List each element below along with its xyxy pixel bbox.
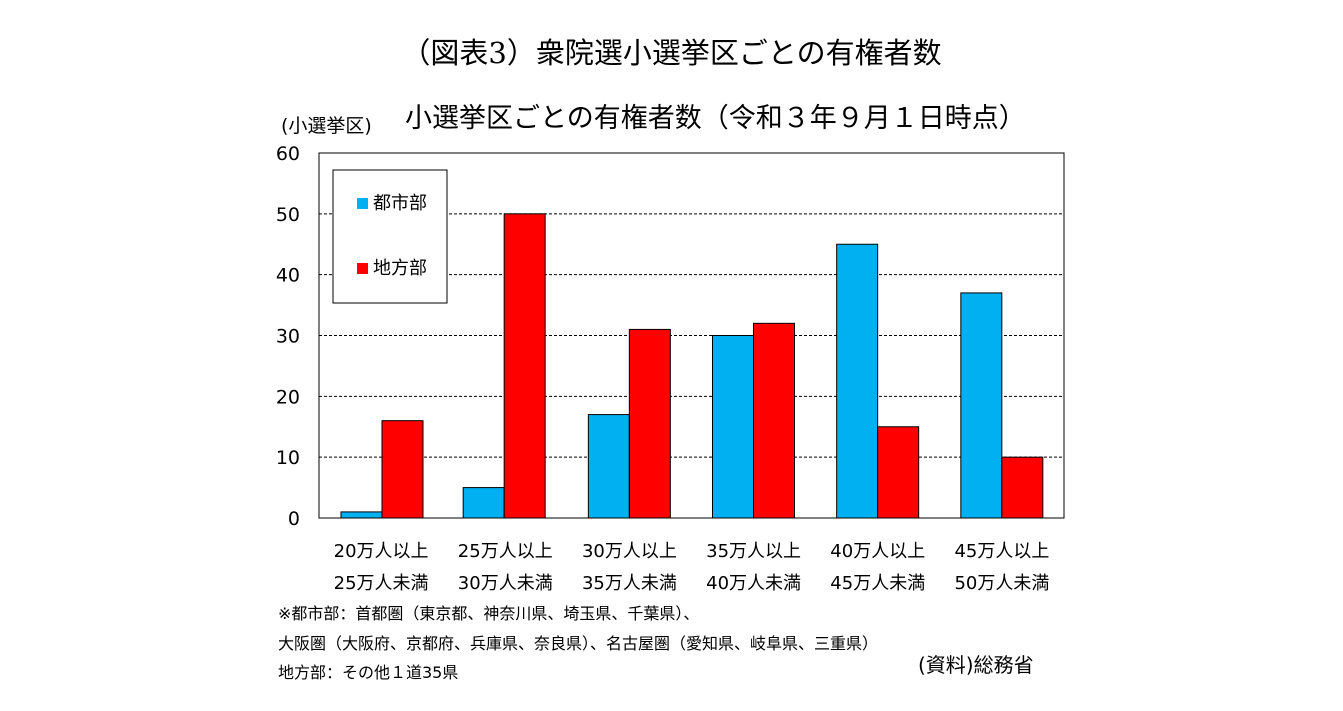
bar-rural-5 [1001, 456, 1044, 519]
legend-swatch-urban [357, 198, 368, 209]
y-tick-label: 10 [276, 447, 300, 469]
y-tick-label: 0 [288, 508, 300, 530]
footnote-urban-line2: 大阪圏（大阪府、京都府、兵庫県、奈良県）、名古屋圏（愛知県、岐阜県、三重県） [278, 634, 879, 653]
x-tick-label-0-0: 20万人以上 [334, 541, 429, 562]
y-tick-label: 30 [276, 326, 300, 348]
chart-title: 小選挙区ごとの有権者数（令和３年９月１日時点） [405, 103, 1026, 134]
x-tick-label-3-0: 35万人以上 [706, 541, 801, 562]
x-tick-label-3-1: 40万人未満 [706, 573, 801, 594]
footnote-rural: 地方部：その他１道35県 [278, 663, 459, 682]
bar-rural-1 [503, 213, 546, 519]
bar-rural-4 [877, 426, 920, 519]
bar-urban-5 [960, 292, 1003, 519]
x-tick-label-2-1: 35万人未満 [582, 573, 677, 594]
legend-box [332, 169, 448, 304]
y-tick-label: 60 [276, 143, 300, 165]
x-tick-label-0-1: 25万人未満 [334, 573, 429, 594]
y-tick-label: 40 [276, 265, 300, 287]
bar-urban-1 [462, 487, 505, 519]
y-tick-label: 50 [276, 204, 300, 226]
x-tick-label-4-0: 40万人以上 [830, 541, 925, 562]
x-tick-label-1-1: 30万人未満 [458, 573, 553, 594]
legend-swatch-rural [357, 263, 368, 274]
x-tick-label-5-0: 45万人以上 [954, 541, 1049, 562]
plot-area-frame [318, 152, 1065, 519]
x-tick-label-4-1: 45万人未満 [830, 573, 925, 594]
bar-urban-2 [587, 414, 630, 519]
figure-title: （図表3）衆院選小選挙区ごとの有権者数 [401, 36, 942, 70]
footnote-urban-line1: ※都市部：首都圏（東京都、神奈川県、埼玉県、千葉県）、 [278, 604, 700, 623]
x-tick-label-2-0: 30万人以上 [582, 541, 677, 562]
bar-rural-0 [381, 420, 424, 519]
x-tick-label-1-0: 25万人以上 [458, 541, 553, 562]
bar-rural-2 [628, 328, 671, 519]
bar-rural-3 [753, 322, 795, 519]
bar-urban-0 [340, 511, 383, 519]
y-tick-label: 20 [276, 386, 300, 408]
x-tick-label-5-1: 50万人未満 [954, 573, 1049, 594]
legend-label-rural: 地方部 [373, 258, 427, 279]
bar-urban-3 [712, 335, 754, 519]
bar-urban-4 [836, 243, 879, 519]
source-credit: (資料)総務省 [918, 653, 1034, 677]
y-axis-unit-label: (小選挙区) [281, 115, 372, 137]
legend-label-urban: 都市部 [373, 193, 427, 214]
